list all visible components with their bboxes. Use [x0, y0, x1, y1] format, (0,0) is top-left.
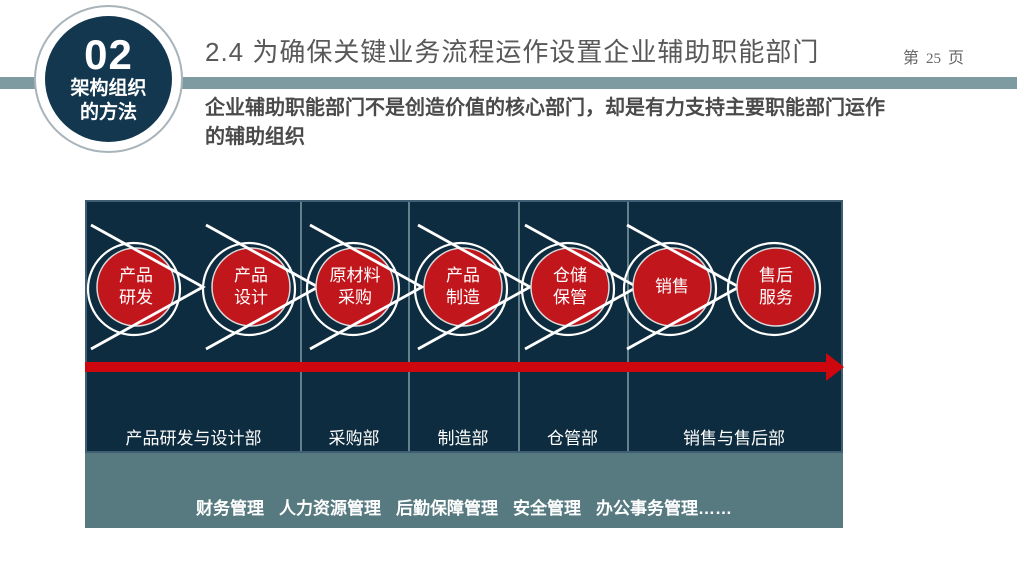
step-label: 销售 — [655, 277, 689, 296]
step-label: 研发 — [119, 288, 153, 307]
chapter-badge: 02 架构组织 的方法 — [34, 5, 183, 153]
step-label: 产品 — [119, 266, 153, 285]
support-function: 后勤保障管理 — [396, 499, 498, 518]
step-circle — [315, 247, 395, 327]
chapter-label-line2: 的方法 — [79, 102, 137, 123]
step-ring — [201, 241, 297, 337]
chevron-arrow-icon — [309, 223, 425, 351]
support-functions-band: 财务管理 人力资源管理 后勤保障管理 安全管理 办公事务管理…… — [85, 453, 843, 528]
step-label: 设计 — [234, 288, 268, 307]
step-ring — [622, 241, 718, 337]
column-divider — [300, 202, 302, 451]
step-ring — [305, 241, 401, 337]
process-step-design: 产品 设计 — [196, 217, 321, 357]
step-ring — [413, 241, 509, 337]
step-label: 仓储 — [553, 266, 587, 285]
step-label: 服务 — [759, 288, 793, 307]
support-function: 财务管理 — [196, 499, 264, 518]
process-diagram-box: 产品研发 产品设计 原材料采购 产品制造 — [85, 200, 843, 453]
step-circle — [211, 247, 291, 327]
process-step-manufacturing: 产品 制造 — [408, 217, 533, 357]
column-divider — [408, 202, 410, 451]
step-circle — [530, 247, 610, 327]
chapter-number: 02 — [84, 31, 133, 78]
step-circle — [423, 247, 503, 327]
support-function: 办公事务管理…… — [596, 499, 732, 518]
process-step-rd: 产品 研发 — [81, 217, 206, 357]
support-function: 安全管理 — [513, 499, 581, 518]
support-function: 人力资源管理 — [279, 499, 381, 518]
step-circle — [632, 247, 712, 327]
process-step-sales: 销售 — [617, 217, 742, 357]
step-ring — [86, 241, 182, 337]
header-divider-line — [0, 77, 1017, 89]
subtitle-line2: 的辅助组织 — [205, 126, 305, 148]
step-label: 保管 — [553, 288, 587, 307]
step-label: 产品 — [446, 266, 480, 285]
page-indicator-prefix: 第 — [903, 50, 920, 67]
column-divider — [518, 202, 520, 451]
page-number: 25 — [926, 51, 942, 67]
step-circle — [736, 247, 816, 327]
page-indicator: 第 25 页 — [903, 44, 964, 68]
column-divider — [627, 202, 629, 451]
dept-label-sales-aftersales: 销售与售后部 — [683, 428, 785, 448]
step-ring — [726, 241, 822, 337]
step-label: 产品 — [234, 266, 268, 285]
dept-label-warehouse: 仓管部 — [547, 428, 598, 448]
step-circle — [96, 247, 176, 327]
dept-label-manufacturing: 制造部 — [437, 428, 489, 448]
chevron-arrow-icon — [417, 223, 533, 351]
timeline-arrow — [85, 362, 827, 372]
dept-label-procurement: 采购部 — [328, 428, 380, 448]
step-label: 原材料 — [329, 266, 381, 285]
chapter-label-line1: 架构组织 — [70, 78, 147, 99]
step-label: 制造 — [446, 288, 480, 307]
step-label: 采购 — [338, 288, 372, 307]
subtitle-line1: 企业辅助职能部门不是创造价值的核心部门，却是有力支持主要职能部门运作 — [205, 97, 885, 119]
page-indicator-suffix: 页 — [948, 50, 965, 67]
process-step-procurement: 原材料 采购 — [300, 217, 425, 357]
process-step-aftersales: 售后 服务 — [721, 217, 831, 357]
chapter-badge-circle: 02 架构组织 的方法 — [45, 16, 172, 142]
subtitle: 企业辅助职能部门不是创造价值的核心部门，却是有力支持主要职能部门运作 的辅助组织 — [205, 94, 885, 152]
process-step-warehousing: 仓储 保管 — [515, 217, 640, 357]
step-ring — [520, 241, 616, 337]
dept-label-rd-design: 产品研发与设计部 — [125, 428, 262, 448]
step-label: 售后 — [759, 266, 793, 285]
page-title: 2.4 为确保关键业务流程运作设置企业辅助职能部门 — [205, 37, 820, 67]
timeline-arrow-head-icon — [826, 353, 844, 381]
